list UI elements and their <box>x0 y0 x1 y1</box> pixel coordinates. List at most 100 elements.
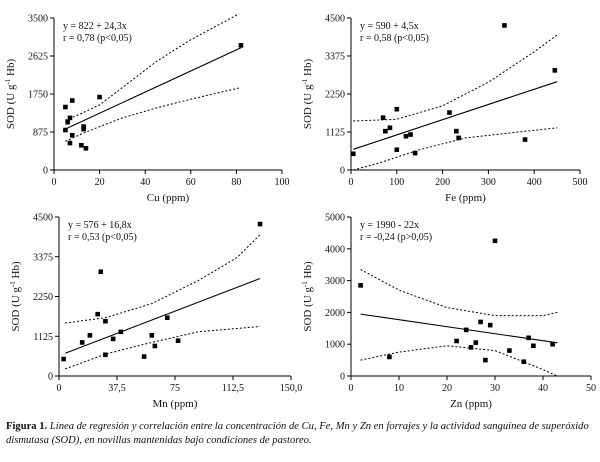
data-point <box>63 127 68 133</box>
confidence-band-upper <box>65 14 240 121</box>
y-tick-label: 1000 <box>325 340 345 351</box>
data-point <box>141 354 147 359</box>
data-point <box>412 150 418 156</box>
data-point <box>63 104 68 110</box>
data-point <box>403 133 409 139</box>
x-tick-label: 500 <box>573 177 588 188</box>
y-tick-label: 1750 <box>28 90 48 101</box>
data-point <box>492 238 498 244</box>
data-point <box>103 318 108 324</box>
data-point <box>380 115 386 120</box>
y-tick-label: 4000 <box>325 244 345 255</box>
x-tick-label: 80 <box>231 177 241 188</box>
caption-text: Línea de regresión y correlación entre l… <box>6 421 589 446</box>
y-tick-label: 1125 <box>33 332 53 343</box>
y-axis-label: SOD (U g-1 Hb) <box>301 59 314 130</box>
data-point <box>502 23 507 28</box>
y-label-superscript: -1 <box>9 281 17 287</box>
chart-mn: 0 1125 2250 3375 4500 0 37,5 75 112,5 150,0 Mn (pp… <box>9 213 302 411</box>
data-point <box>238 43 244 48</box>
data-point <box>69 132 75 138</box>
x-axis-label: Cu (ppm) <box>147 192 190 204</box>
data-point <box>61 356 66 362</box>
data-point <box>478 319 483 325</box>
data-point <box>175 338 181 343</box>
y-tick-label: 875 <box>33 128 48 139</box>
x-tick-label: 10 <box>394 383 404 394</box>
x-tick-label: 40 <box>538 383 548 394</box>
y-tick-label: 3375 <box>325 52 345 63</box>
y-label-superscript: -1 <box>301 281 309 287</box>
plot-area <box>64 234 261 370</box>
x-tick-label: 0 <box>349 177 354 188</box>
data-point <box>526 335 531 341</box>
data-point <box>95 311 100 317</box>
data-point <box>98 269 104 275</box>
data-point <box>81 124 86 129</box>
y-tick-label: 0 <box>340 372 345 383</box>
x-tick-label: 200 <box>435 177 450 188</box>
y-label-end: Hb) <box>5 59 17 79</box>
y-axis-label: SOD (U g-1 Hb) <box>301 261 314 332</box>
plot-area <box>65 14 242 142</box>
y-tick-label: 3500 <box>28 14 48 25</box>
confidence-band-lower <box>65 326 261 370</box>
data-point <box>483 357 488 363</box>
data-point <box>487 322 493 328</box>
data-point <box>81 126 86 132</box>
chart-zn: 0 1000 2000 3000 4000 5000 0 10 20 30 40 50 Zn (ppm)… <box>301 213 596 411</box>
y-tick-label: 0 <box>340 166 345 177</box>
y-label-end: Hb) <box>302 59 314 79</box>
x-tick-label: 20 <box>95 177 105 188</box>
y-tick-label: 2000 <box>325 308 345 319</box>
data-point <box>456 135 461 141</box>
x-tick-label: 400 <box>527 177 542 188</box>
data-point <box>383 128 388 134</box>
data-point <box>394 106 400 112</box>
y-label-main: SOD (U g <box>10 287 22 332</box>
data-point <box>149 333 155 338</box>
data-point <box>468 345 474 350</box>
y-tick-label: 2250 <box>33 292 53 303</box>
confidence-band-lower <box>353 127 558 170</box>
confidence-band-lower <box>65 87 242 142</box>
y-axis-label: SOD (U g-1 Hb) <box>4 59 17 130</box>
plot-area <box>360 269 558 376</box>
confidence-band-lower <box>360 345 558 376</box>
x-tick-label: 20 <box>442 383 452 394</box>
x-tick-label: 37,5 <box>108 383 126 394</box>
x-tick-label: 100 <box>389 177 404 188</box>
plot-area <box>353 34 558 170</box>
data-point <box>67 115 73 121</box>
data-point <box>164 315 170 320</box>
correlation-stats: r = 0,53 (p<0,05) <box>68 232 137 243</box>
data-point <box>394 147 400 153</box>
data-point <box>521 359 527 364</box>
y-tick-label: 2250 <box>325 90 345 101</box>
caption-label: Figura 1. <box>6 421 48 432</box>
y-tick-label: 4500 <box>325 14 345 25</box>
data-point <box>69 98 75 103</box>
data-point <box>531 343 536 349</box>
data-point <box>83 145 89 151</box>
data-point <box>87 333 93 338</box>
x-tick-label: 0 <box>52 177 57 188</box>
data-point <box>550 341 555 347</box>
data-point <box>350 151 356 157</box>
regression-equation: y = 576 + 16,8x <box>68 220 132 231</box>
regression-line <box>360 313 558 344</box>
x-tick-label: 150,0 <box>280 383 303 394</box>
y-label-main: SOD (U g <box>5 84 17 129</box>
regression-equation: y = 590 + 4,5x <box>360 21 419 32</box>
x-tick-label: 40 <box>140 177 150 188</box>
x-axis-label: Fe (ppm) <box>445 192 486 204</box>
data-point <box>97 94 102 100</box>
data-point <box>103 352 108 358</box>
y-tick-label: 2625 <box>28 52 48 63</box>
data-point <box>454 128 459 134</box>
x-tick-label: 50 <box>586 383 596 394</box>
x-tick-label: 100 <box>275 177 290 188</box>
chart-cu: 0 875 1750 2625 3500 0 20 40 60 80 100 Cu (ppm) SOD … <box>4 14 290 205</box>
data-point <box>552 68 558 73</box>
